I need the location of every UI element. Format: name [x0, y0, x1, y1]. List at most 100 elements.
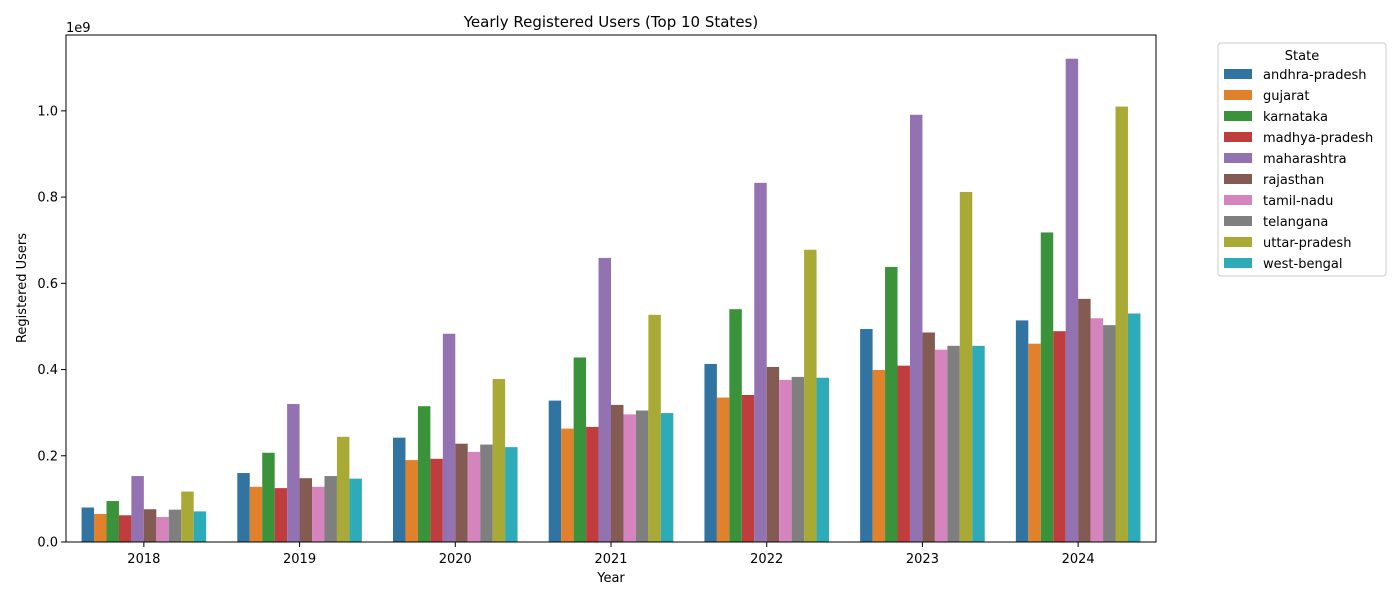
bar-andhra-pradesh-2018 — [81, 507, 95, 542]
x-tick-label-2022: 2022 — [750, 552, 783, 567]
bar-rajasthan-2024 — [1078, 298, 1091, 542]
legend-label-rajasthan: rajasthan — [1263, 173, 1324, 188]
legend-label-karnataka: karnataka — [1263, 110, 1328, 125]
bar-karnataka-2018 — [106, 501, 119, 542]
bar-madhya-pradesh-2019 — [274, 488, 288, 542]
bar-madhya-pradesh-2018 — [118, 515, 132, 542]
x-axis-title: Year — [596, 571, 625, 586]
legend-label-tamil-nadu: tamil-nadu — [1263, 194, 1333, 209]
chart-title: Yearly Registered Users (Top 10 States) — [463, 13, 758, 31]
bar-andhra-pradesh-2020 — [393, 437, 406, 542]
bar-gujarat-2019 — [249, 486, 263, 542]
bar-telangana-2023 — [947, 345, 960, 542]
x-tick-label-2021: 2021 — [594, 552, 627, 567]
y-tick-label: 1.0 — [37, 104, 58, 119]
bar-maharashtra-2019 — [287, 404, 300, 542]
x-tick-label-2018: 2018 — [127, 552, 160, 567]
legend-swatch-madhya-pradesh — [1224, 132, 1252, 142]
bar-rajasthan-2019 — [299, 478, 313, 542]
legend-swatch-gujarat — [1224, 90, 1252, 100]
bar-madhya-pradesh-2022 — [741, 394, 755, 542]
bar-maharashtra-2024 — [1065, 58, 1079, 543]
bar-maharashtra-2023 — [909, 114, 923, 542]
bar-madhya-pradesh-2021 — [586, 426, 599, 542]
bar-karnataka-2021 — [573, 357, 587, 542]
legend-label-west-bengal: west-bengal — [1263, 257, 1343, 272]
y-tick-label: 0.8 — [37, 191, 58, 206]
legend-label-madhya-pradesh: madhya-pradesh — [1263, 131, 1373, 146]
bar-karnataka-2020 — [417, 406, 431, 542]
x-tick-label-2019: 2019 — [283, 552, 316, 567]
bar-uttar-pradesh-2021 — [648, 314, 661, 542]
legend-swatch-andhra-pradesh — [1224, 69, 1252, 79]
bar-uttar-pradesh-2019 — [336, 436, 350, 542]
bar-telangana-2024 — [1103, 325, 1116, 542]
x-tick-label-2024: 2024 — [1062, 552, 1095, 567]
legend-swatch-tamil-nadu — [1224, 195, 1252, 205]
bar-madhya-pradesh-2023 — [897, 365, 910, 542]
legend-label-uttar-pradesh: uttar-pradesh — [1263, 236, 1351, 251]
bar-tamil-nadu-2021 — [623, 414, 636, 542]
bar-andhra-pradesh-2024 — [1015, 320, 1029, 542]
bar-gujarat-2021 — [561, 428, 574, 542]
bar-tamil-nadu-2024 — [1090, 318, 1104, 542]
bar-west-bengal-2023 — [972, 345, 985, 542]
bar-tamil-nadu-2022 — [779, 379, 792, 542]
bar-tamil-nadu-2019 — [312, 486, 325, 542]
bar-west-bengal-2019 — [349, 478, 362, 543]
bar-rajasthan-2022 — [766, 366, 780, 542]
legend-swatch-telangana — [1224, 216, 1252, 226]
bar-tamil-nadu-2018 — [156, 516, 169, 542]
bar-andhra-pradesh-2023 — [860, 329, 873, 542]
bar-andhra-pradesh-2021 — [548, 400, 562, 542]
legend-swatch-maharashtra — [1224, 153, 1252, 163]
bar-west-bengal-2018 — [193, 511, 207, 542]
bar-madhya-pradesh-2020 — [430, 458, 443, 542]
bar-telangana-2022 — [791, 376, 805, 542]
bar-tamil-nadu-2020 — [467, 451, 481, 542]
legend-swatch-karnataka — [1224, 111, 1252, 121]
x-tick-label-2020: 2020 — [439, 552, 472, 567]
bar-west-bengal-2021 — [660, 413, 674, 542]
bar-rajasthan-2018 — [143, 509, 157, 542]
bar-madhya-pradesh-2024 — [1053, 331, 1066, 542]
bar-karnataka-2023 — [885, 266, 898, 542]
legend-label-maharashtra: maharashtra — [1263, 152, 1347, 167]
legend-label-telangana: telangana — [1263, 215, 1328, 230]
bar-uttar-pradesh-2018 — [181, 491, 194, 542]
bars-layer — [81, 58, 1141, 543]
x-axis: 2018 2019 2020 2021 2022 2023 2024 — [127, 542, 1095, 567]
bar-telangana-2018 — [168, 509, 182, 542]
bar-gujarat-2024 — [1028, 343, 1041, 542]
legend-label-gujarat: gujarat — [1263, 89, 1309, 104]
legend-swatch-rajasthan — [1224, 174, 1252, 184]
y-tick-label: 0.2 — [37, 449, 58, 464]
bar-telangana-2021 — [635, 410, 649, 542]
y-axis: 0.0 0.2 0.4 0.6 0.8 1.0 — [37, 104, 66, 551]
bar-maharashtra-2020 — [442, 333, 456, 542]
bar-maharashtra-2018 — [131, 476, 144, 542]
y-tick-label: 0.6 — [37, 277, 58, 292]
bar-uttar-pradesh-2022 — [804, 249, 817, 542]
bar-gujarat-2023 — [872, 369, 886, 542]
bar-telangana-2019 — [324, 476, 337, 542]
bar-west-bengal-2024 — [1127, 313, 1141, 542]
bar-west-bengal-2020 — [505, 447, 518, 542]
y-tick-label: 0.0 — [37, 536, 58, 551]
bar-andhra-pradesh-2022 — [704, 363, 717, 542]
bar-uttar-pradesh-2024 — [1115, 106, 1128, 542]
legend-title: State — [1285, 49, 1319, 64]
legend-swatch-west-bengal — [1224, 258, 1252, 268]
x-tick-label-2023: 2023 — [906, 552, 939, 567]
bar-karnataka-2024 — [1040, 232, 1054, 542]
bar-gujarat-2018 — [94, 513, 107, 542]
bar-rajasthan-2020 — [455, 443, 468, 542]
bar-gujarat-2020 — [405, 460, 418, 542]
legend-items: andhra-pradesh gujarat karnataka madhya-pra… — [1224, 68, 1373, 272]
legend-box — [1217, 42, 1387, 277]
bar-karnataka-2022 — [729, 309, 742, 542]
bar-karnataka-2019 — [262, 452, 275, 542]
legend-swatch-uttar-pradesh — [1224, 237, 1252, 247]
y-tick-label: 0.4 — [37, 363, 58, 378]
